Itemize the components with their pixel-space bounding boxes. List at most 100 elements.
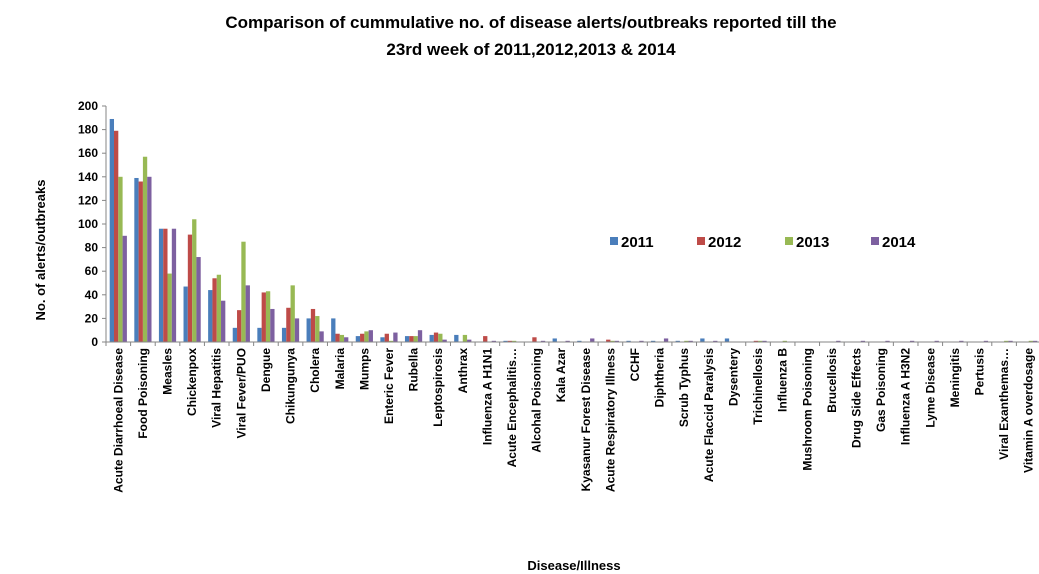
x-tick-label: Kyasanur Forest Disease xyxy=(579,348,593,492)
x-tick-label: Dengue xyxy=(259,348,273,392)
bars-group xyxy=(109,118,1038,342)
x-tick-label: Kala Azar xyxy=(554,348,568,403)
x-tick-label: Leptospirosis xyxy=(431,348,445,427)
x-tick-label: Cholera xyxy=(308,348,322,393)
bar-2011-13 xyxy=(429,334,434,342)
legend-item-2014: 2014 xyxy=(871,234,916,251)
legend-item-2013: 2013 xyxy=(785,234,829,251)
x-tick-label: Dysentery xyxy=(726,348,740,406)
bar-2013-10 xyxy=(364,331,369,342)
x-tick-label: Acute Respiratory Illness xyxy=(603,348,617,492)
bar-2014-10 xyxy=(368,330,373,342)
bar-2011-10 xyxy=(355,336,361,342)
bar-2014-30 xyxy=(860,340,866,342)
legend-swatch xyxy=(610,237,618,245)
x-tick-label: Diphtheria xyxy=(653,348,667,408)
bar-2012-9 xyxy=(335,333,340,342)
bar-2011-11 xyxy=(380,337,385,342)
bar-2013-6 xyxy=(265,291,271,342)
bar-2013-26 xyxy=(758,340,763,342)
y-tick-label: 120 xyxy=(78,193,98,207)
x-tick-label: Measles xyxy=(161,348,175,395)
legend-item-2012: 2012 xyxy=(697,234,741,251)
bar-2012-17 xyxy=(532,337,537,342)
x-axis-title: Disease/Illness xyxy=(527,558,620,573)
bar-2014-4 xyxy=(221,300,226,342)
x-tick-label: Pertusis xyxy=(972,348,986,396)
legend-swatch xyxy=(785,237,793,245)
bar-2014-32 xyxy=(909,340,915,342)
bar-2011-8 xyxy=(306,318,311,342)
bar-2011-14 xyxy=(454,334,459,342)
bar-2013-0 xyxy=(118,176,123,342)
bar-2014-26 xyxy=(762,340,767,342)
bar-2013-37 xyxy=(1028,340,1033,342)
bar-2012-20 xyxy=(606,339,611,342)
y-tick-label: 160 xyxy=(78,146,98,160)
bar-2014-13 xyxy=(442,339,447,342)
chart-title-line-1: Comparison of cummulative no. of disease… xyxy=(225,13,836,32)
bar-2014-14 xyxy=(467,339,472,342)
bar-2014-5 xyxy=(245,285,250,342)
bar-2011-22 xyxy=(651,340,656,342)
chart-title-line-2: 23rd week of 2011,2012,2013 & 2014 xyxy=(386,40,676,59)
x-tick-label: Gas Poisoning xyxy=(874,348,888,432)
bar-2013-7 xyxy=(290,285,295,342)
legend-label: 2013 xyxy=(796,234,829,251)
bar-2011-12 xyxy=(404,336,410,342)
bar-2014-1 xyxy=(147,176,152,342)
bar-2012-16 xyxy=(507,340,512,342)
y-ticks-group: 0 20 40 60 80 100 120 140 160 180 200 xyxy=(78,99,106,349)
legend-label: 2014 xyxy=(882,234,916,251)
x-tick-label: Malaria xyxy=(333,348,347,390)
bar-2014-34 xyxy=(959,340,964,342)
bar-2014-20 xyxy=(614,340,620,342)
bar-2014-17 xyxy=(540,340,546,342)
bar-2012-0 xyxy=(114,130,119,342)
bar-2013-4 xyxy=(216,274,222,342)
y-tick-label: 200 xyxy=(78,99,98,113)
x-tick-label: Influenza A H3N2 xyxy=(899,348,913,445)
bar-2014-0 xyxy=(122,235,127,342)
x-labels-group: Acute Diarrhoeal Disease Food Poisoning Me… xyxy=(105,342,1036,493)
legend-swatch xyxy=(871,237,879,245)
x-tick-label: Influenza B xyxy=(776,348,790,412)
bar-2012-5 xyxy=(237,310,242,342)
x-tick-label: Viral Fever/PUO xyxy=(234,348,248,439)
bar-2012-10 xyxy=(360,333,365,342)
bar-2012-8 xyxy=(310,308,316,342)
bar-2011-2 xyxy=(158,228,164,342)
legend-swatch xyxy=(697,237,705,245)
bar-2011-23 xyxy=(675,340,680,342)
y-tick-label: 180 xyxy=(78,123,98,137)
y-axis-title: No. of alerts/outbreaks xyxy=(33,180,48,321)
x-tick-label: Vitamin A overdosage xyxy=(1022,348,1036,473)
bar-2013-20 xyxy=(610,340,615,342)
bar-2012-7 xyxy=(286,307,291,342)
bar-2011-21 xyxy=(626,340,631,342)
x-tick-label: Viral Hepatitis xyxy=(210,348,224,428)
y-tick-label: 100 xyxy=(78,217,98,231)
bar-2013-3 xyxy=(192,219,197,342)
x-tick-label: Acute Flaccid Paralysis xyxy=(702,348,716,482)
bar-2011-5 xyxy=(232,327,238,342)
x-tick-label: Trichinellosis xyxy=(751,348,765,425)
x-tick-label: Mumps xyxy=(357,348,371,390)
bar-2013-8 xyxy=(315,316,320,342)
y-tick-label: 60 xyxy=(85,264,99,278)
bar-2014-9 xyxy=(344,337,349,342)
bar-2014-23 xyxy=(688,340,693,342)
bar-2013-16 xyxy=(511,340,517,342)
bar-2013-5 xyxy=(241,241,246,342)
bar-2012-12 xyxy=(409,336,414,342)
bar-2014-22 xyxy=(663,338,669,342)
y-tick-label: 140 xyxy=(78,170,98,184)
bar-2011-4 xyxy=(208,290,213,342)
bar-2013-23 xyxy=(684,340,689,342)
bar-2014-12 xyxy=(417,330,423,342)
bar-2012-13 xyxy=(433,332,439,342)
x-tick-label: Meningitis xyxy=(948,348,962,408)
bar-2011-24 xyxy=(700,338,705,342)
bar-2011-19 xyxy=(577,340,582,342)
